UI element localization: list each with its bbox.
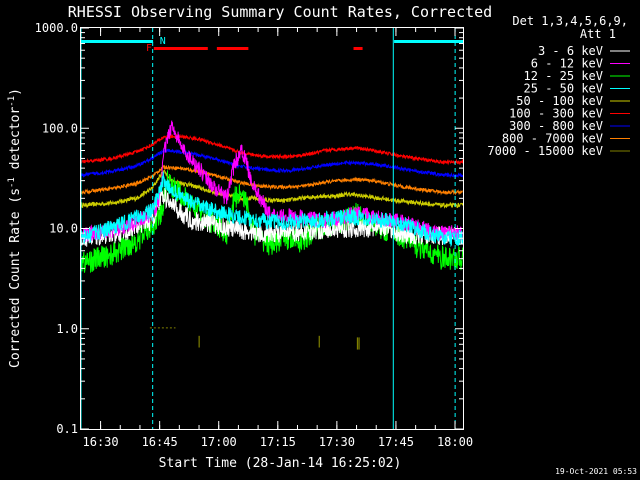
night-bar [81, 40, 154, 43]
flare-bar [353, 47, 363, 50]
legend-label: 800 - 7000 keV [502, 132, 603, 146]
chart-title: RHESSI Observing Summary Count Rates, Co… [68, 3, 492, 21]
legend-label: 100 - 300 keV [509, 107, 603, 121]
x-axis-label: Start Time (28-Jan-14 16:25:02) [159, 456, 402, 471]
x-tick-label: 18:00 [437, 435, 473, 449]
series-line-6 [81, 148, 463, 179]
legend-label: 25 - 50 keV [524, 82, 603, 96]
series-line-5 [81, 133, 463, 166]
y-tick-label: 100.0 [42, 121, 78, 135]
x-tick-label: 16:30 [83, 435, 119, 449]
x-tick-label: 16:45 [142, 435, 178, 449]
legend-label: 7000 - 15000 keV [487, 144, 603, 158]
x-tick-label: 17:45 [378, 435, 414, 449]
flare-bar [153, 47, 208, 50]
legend-header-line1: Det 1,3,4,5,6,9, [512, 14, 628, 28]
marker-N: N [160, 36, 166, 47]
legend-label: 3 - 6 keV [538, 44, 603, 58]
y-axis: 1000.0 100.0 10.0 1.0 0.1 [35, 21, 463, 436]
x-tick-label: 17:00 [201, 435, 237, 449]
flare-bar [216, 47, 249, 50]
night-bar [394, 40, 463, 43]
y-tick-label: 10.0 [49, 222, 78, 236]
y-axis-label: Corrected Count Rate (s-1 detector-1) [7, 88, 23, 368]
marker-F: F [146, 43, 152, 54]
legend-label: 50 - 100 keV [516, 94, 603, 108]
plot-frame [80, 27, 464, 430]
footer-timestamp: 19-Oct-2021 05:53 [555, 467, 637, 476]
series-line-7 [81, 164, 463, 196]
legend-label: 6 - 12 keV [531, 57, 603, 71]
x-tick-label: 17:15 [260, 435, 296, 449]
x-tick-label: 17:30 [319, 435, 355, 449]
legend-header-line2: Att 1 [580, 27, 616, 41]
series-line-3 [81, 171, 463, 248]
y-tick-label: 0.1 [56, 422, 78, 436]
y-tick-label: 1000.0 [35, 21, 78, 35]
x-axis: 16:30 16:45 17:00 17:15 17:30 17:45 18:00 [83, 28, 473, 449]
y-tick-label: 1.0 [56, 322, 78, 336]
legend-label: 300 - 800 keV [509, 119, 603, 133]
legend-label: 12 - 25 keV [524, 69, 603, 83]
series-line-4 [81, 169, 463, 209]
